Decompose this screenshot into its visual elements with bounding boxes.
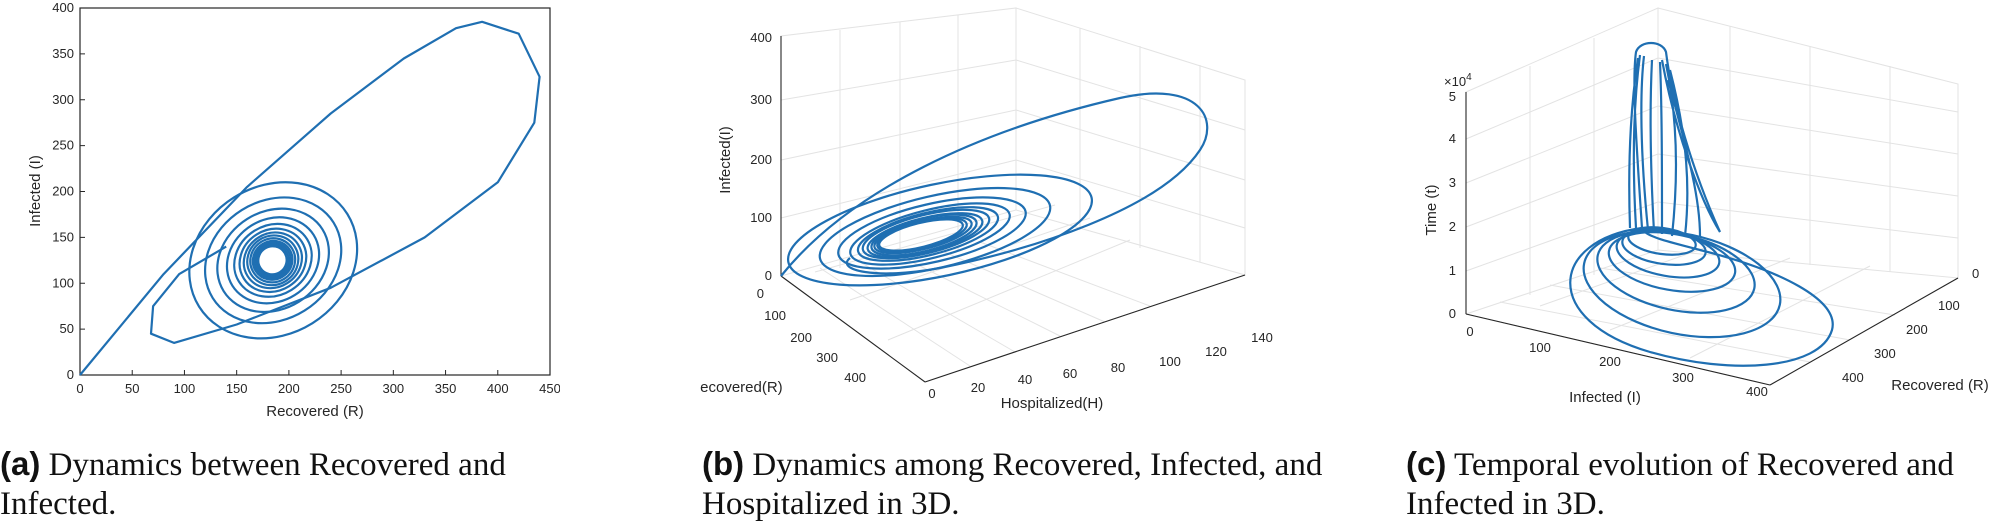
chart-a-ylabel: Infected (I) <box>27 155 44 227</box>
chart-c-ztick: 2 <box>1449 219 1456 234</box>
chart-c: 0 1 2 3 4 5 ×104 0 100 200 300 400 0 100… <box>1423 7 1989 406</box>
chart-c-curves <box>1569 41 1834 367</box>
chart-b-xtick: 20 <box>971 380 985 395</box>
chart-c-grid <box>1465 7 1959 386</box>
chart-a-xtick: 50 <box>125 381 139 396</box>
chart-c-ylabel: Recovered (R) <box>1891 377 1989 394</box>
chart-a-ytick: 0 <box>67 367 74 382</box>
chart-a-trajectory <box>79 20 541 376</box>
caption-c-tag: (c) <box>1406 445 1447 482</box>
chart-a: 0 50 100 150 200 250 300 350 400 450 0 50 100 150 200 2… <box>27 0 560 420</box>
chart-a-spiral-loop <box>251 239 294 281</box>
chart-b-grid <box>780 7 1246 383</box>
chart-a-ytick: 150 <box>52 229 74 244</box>
chart-b-ytick: 400 <box>844 370 866 385</box>
chart-b-ytick: 300 <box>816 350 838 365</box>
chart-c-ztick: 0 <box>1449 306 1456 321</box>
chart-c-ztick: 4 <box>1449 131 1456 146</box>
chart-a-spiral-loop <box>249 237 297 284</box>
caption-a-text: Dynamics between Recovered and Infected. <box>0 447 506 522</box>
chart-c-ztick: 5 <box>1449 89 1456 104</box>
chart-b-ztick: 300 <box>750 92 772 107</box>
chart-c-ztick: 3 <box>1449 175 1456 190</box>
caption-b-tag: (b) <box>702 445 745 482</box>
caption-b-text: Dynamics among Recovered, Infected, and … <box>702 447 1323 522</box>
chart-a-ytick: 250 <box>52 138 74 153</box>
chart-a-xlabel: Recovered (R) <box>266 403 364 420</box>
chart-a-spiral-loop <box>233 222 313 298</box>
chart-a-xtick: 400 <box>487 381 509 396</box>
chart-b-ytick: 0 <box>757 286 764 301</box>
chart-b-xtick: 120 <box>1205 344 1227 359</box>
chart-b-xtick: 100 <box>1159 354 1181 369</box>
chart-c-zlabel: Time (t) <box>1423 184 1440 235</box>
chart-a-spiral-loop <box>255 243 290 278</box>
chart-a-spiral-loop <box>242 231 303 290</box>
caption-a: (a) Dynamics between Recovered and Infec… <box>0 444 580 524</box>
chart-a-xtick: 150 <box>226 381 248 396</box>
chart-a-xtick: 0 <box>76 381 83 396</box>
chart-c-ytick: 0 <box>1972 266 1979 281</box>
chart-a-ytick: 100 <box>52 275 74 290</box>
chart-a-spiral-loop <box>257 245 288 276</box>
chart-b-ztick: 0 <box>765 268 772 283</box>
chart-c-ytick: 400 <box>1842 370 1864 385</box>
chart-b: 0 100 200 300 400 0 100 200 300 400 0 20… <box>700 7 1273 412</box>
chart-c-ytick: 300 <box>1874 346 1896 361</box>
caption-a-tag: (a) <box>0 445 41 482</box>
chart-a-xtick: 300 <box>382 381 404 396</box>
chart-b-ztick: 200 <box>750 152 772 167</box>
caption-c-text: Temporal evolution of Recovered and Infe… <box>1406 447 1954 522</box>
chart-a-spiral-loop <box>246 234 300 287</box>
chart-a-xtick: 100 <box>174 381 196 396</box>
chart-c-xlabel: Infected (I) <box>1569 389 1641 406</box>
chart-a-spiral-loop <box>253 241 292 280</box>
chart-c-ytick: 200 <box>1906 322 1928 337</box>
chart-a-spiral-loop <box>188 181 359 340</box>
chart-c-xtick: 300 <box>1672 370 1694 385</box>
chart-c-ztick: 1 <box>1449 263 1456 278</box>
caption-c: (c) Temporal evolution of Recovered and … <box>1406 444 2004 524</box>
chart-a-xtick: 200 <box>278 381 300 396</box>
chart-a-plot-area <box>79 7 551 376</box>
chart-b-zlabel: Infected(I) <box>717 126 734 194</box>
chart-a-spiral-loop <box>216 207 330 314</box>
chart-c-xtick: 200 <box>1599 354 1621 369</box>
chart-b-curves <box>780 92 1209 287</box>
chart-c-xtick: 0 <box>1466 324 1473 339</box>
chart-a-spiral-loop <box>203 196 343 325</box>
chart-b-xtick: 80 <box>1111 360 1125 375</box>
chart-a-xtick: 350 <box>435 381 457 396</box>
chart-a-ytick: 300 <box>52 92 74 107</box>
chart-b-xtick: 60 <box>1063 366 1077 381</box>
chart-a-xtick: 250 <box>330 381 352 396</box>
chart-b-xtick: 40 <box>1018 372 1032 387</box>
chart-a-spiral-loop <box>238 227 308 294</box>
chart-a-ytick: 400 <box>52 0 74 15</box>
chart-a-ytick: 50 <box>60 321 74 336</box>
chart-c-xtick: 400 <box>1746 384 1768 399</box>
chart-a-ytick: 350 <box>52 46 74 61</box>
chart-b-ytick: 200 <box>790 330 812 345</box>
chart-c-xtick: 100 <box>1529 340 1551 355</box>
chart-c-ytick: 100 <box>1938 298 1960 313</box>
chart-b-xtick: 140 <box>1251 330 1273 345</box>
chart-b-xtick: 0 <box>928 386 935 401</box>
chart-c-axes <box>1465 92 1959 386</box>
chart-b-ztick: 400 <box>750 30 772 45</box>
chart-b-ztick: 100 <box>750 210 772 225</box>
caption-b: (b) Dynamics among Recovered, Infected, … <box>702 444 1342 524</box>
chart-a-xtick: 450 <box>539 381 560 396</box>
chart-b-ytick: 100 <box>764 308 786 323</box>
chart-a-spiral-loop <box>225 216 321 305</box>
chart-b-ylabel: Recovered(R) <box>700 379 783 396</box>
chart-c-zmultiplier: ×104 <box>1444 72 1472 89</box>
chart-b-xlabel: Hospitalized(H) <box>1001 395 1104 412</box>
chart-a-ytick: 200 <box>52 184 74 199</box>
chart-b-axes <box>780 36 1246 383</box>
